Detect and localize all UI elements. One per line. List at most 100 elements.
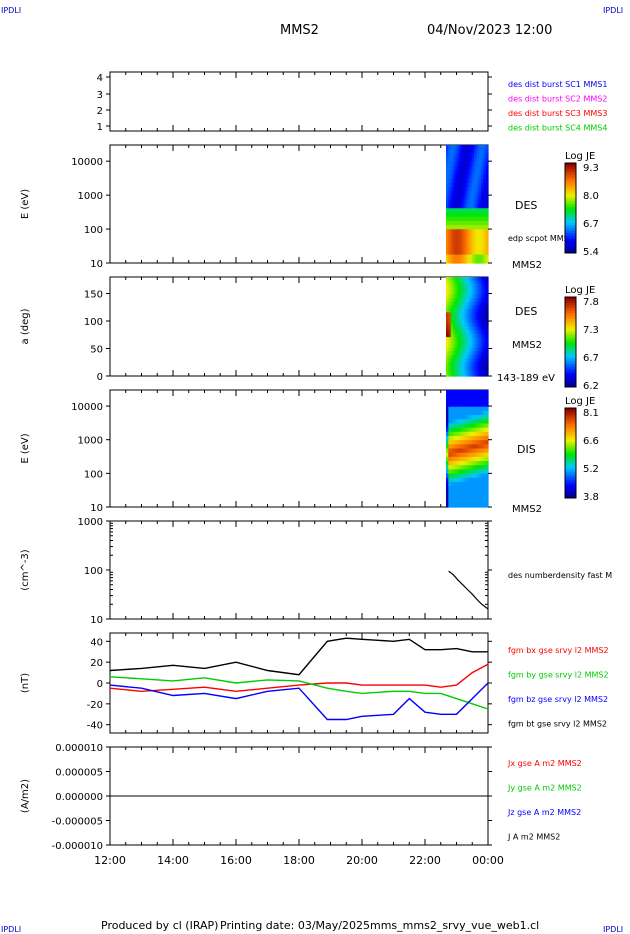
des-pitch-cell	[448, 284, 452, 289]
des-energy-cell	[448, 153, 452, 159]
des-pitch-cell	[450, 372, 454, 377]
des-pitch-cell	[464, 277, 468, 282]
des-pitch-cell	[464, 298, 468, 303]
des-pitch-y-label: a (deg)	[20, 308, 31, 344]
des-pitch-colorbar-segment	[565, 345, 576, 348]
des-pitch-colorbar-segment	[565, 311, 576, 314]
des-energy-cell	[464, 199, 468, 205]
dis-energy-cell	[460, 427, 463, 433]
current-y-tick-label: 0.000000	[55, 792, 103, 803]
des-energy-colorbar-segment	[565, 233, 576, 236]
des-pitch-cell	[453, 277, 456, 282]
des-energy-cell	[478, 204, 482, 209]
des-energy-cell	[478, 216, 482, 222]
dis-energy-cell	[457, 481, 461, 487]
dis-energy-cell	[448, 435, 452, 441]
bfield-y-label: (nT)	[20, 673, 31, 693]
dis-energy-cell	[485, 477, 489, 483]
des-energy-cell	[483, 246, 487, 251]
corner-label-bottom-left: IPDLI	[1, 925, 22, 934]
des-energy-cell	[460, 258, 463, 264]
dis-energy-cell	[478, 427, 482, 433]
des-energy-cell	[481, 174, 484, 180]
dis-energy-colorbar-title: Log JE	[565, 396, 595, 407]
dis-energy-colorbar-segment	[565, 438, 576, 441]
des-energy-cell	[485, 220, 489, 226]
des-pitch-cell	[471, 319, 475, 324]
des-pitch-cell	[460, 340, 463, 345]
des-energy-cell	[478, 225, 482, 230]
des-pitch-cell	[471, 330, 475, 335]
des-pitch-cell	[485, 298, 489, 303]
des-energy-cell	[474, 204, 477, 209]
des-pitch-cell	[462, 354, 466, 359]
dis-energy-cell	[481, 469, 484, 475]
des-pitch-cell	[462, 372, 466, 377]
des-energy-cell	[483, 178, 487, 184]
dis-energy-cell	[469, 448, 473, 454]
des-pitch-cell	[485, 354, 489, 359]
dis-energy-cell	[478, 448, 482, 454]
dis-energy-cell	[457, 452, 461, 458]
dis-energy-cell	[448, 406, 452, 412]
des-energy-cell	[462, 233, 466, 239]
des-pitch-cell	[448, 277, 452, 282]
des-energy-cell	[448, 178, 452, 184]
dis-energy-cell	[469, 394, 473, 399]
des-pitch-cell	[483, 351, 487, 356]
des-pitch-cell	[446, 315, 449, 321]
des-energy-cell	[469, 229, 473, 235]
des-energy-colorbar-title: Log JE	[565, 151, 595, 162]
des-pitch-cell	[478, 280, 482, 285]
des-pitch-cell	[483, 358, 487, 363]
dis-energy-cell	[448, 431, 452, 437]
des-energy-cell	[453, 191, 456, 197]
des-pitch-cell	[476, 280, 480, 285]
des-pitch-cell	[457, 291, 461, 296]
des-energy-cell	[478, 229, 482, 235]
dis-energy-cell	[467, 423, 470, 429]
dis-energy-cell	[446, 419, 449, 425]
des-energy-cell	[457, 246, 461, 251]
dis-energy-cell	[453, 486, 456, 491]
dis-energy-cell	[448, 477, 452, 483]
des-pitch-cell	[457, 372, 461, 377]
des-pitch-cell	[481, 322, 484, 328]
des-energy-cell	[450, 187, 454, 192]
des-pitch-y-tick-label: 0	[97, 372, 103, 383]
des-pitch-cell	[462, 351, 466, 356]
des-pitch-colorbar-segment	[565, 337, 576, 340]
dis-energy-cell	[464, 465, 468, 470]
des-energy-cell	[478, 161, 482, 167]
current-y-tick-label: 0.000005	[55, 768, 103, 779]
des-pitch-cell	[481, 298, 484, 303]
dis-energy-cell	[464, 490, 468, 496]
burst-y-tick-label: 3	[97, 90, 103, 101]
des-energy-colorbar-segment	[565, 205, 576, 208]
dis-energy-cell	[478, 473, 482, 479]
des-energy-colorbar-segment	[565, 191, 576, 194]
des-energy-cell	[453, 182, 456, 188]
des-pitch-cell	[481, 291, 484, 296]
dis-energy-cell	[446, 423, 449, 429]
des-pitch-cell	[485, 287, 489, 292]
dis-energy-colorbar-segment	[565, 464, 576, 467]
des-energy-cell	[469, 212, 473, 218]
des-energy-cell	[476, 237, 480, 243]
des-pitch-cell	[464, 312, 468, 317]
des-energy-cell	[462, 199, 466, 205]
des-pitch-cell	[446, 347, 449, 352]
des-pitch-cell	[474, 277, 477, 282]
des-energy-cell	[446, 170, 449, 176]
dis-energy-cell	[483, 494, 487, 500]
des-pitch-cell	[464, 365, 468, 370]
dis-energy-cell	[448, 390, 452, 395]
dis-energy-cell	[460, 419, 463, 425]
des-pitch-cell	[464, 326, 468, 331]
dis-energy-cell	[481, 494, 484, 500]
dis-energy-cell	[481, 415, 484, 420]
des-pitch-cell	[467, 337, 470, 342]
des-pitch-cell	[455, 298, 459, 303]
dis-energy-cell	[464, 423, 468, 429]
des-pitch-cell	[485, 308, 489, 313]
